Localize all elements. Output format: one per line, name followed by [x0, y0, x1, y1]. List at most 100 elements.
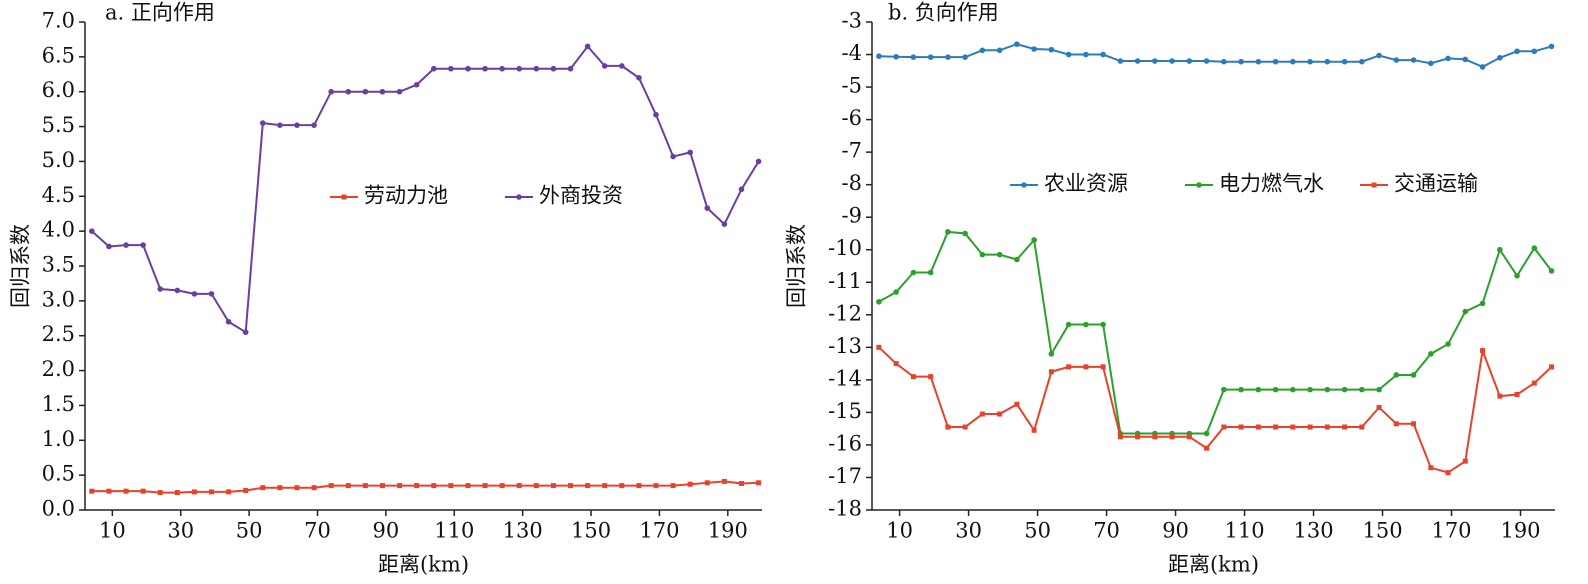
data-point	[328, 483, 334, 489]
data-point	[1341, 386, 1348, 393]
data-point	[1048, 46, 1055, 53]
y-axis-label: 回归系数	[9, 224, 33, 308]
legend-marker	[341, 194, 347, 200]
legend-label: 农业资源	[1044, 172, 1128, 196]
data-point	[1065, 321, 1072, 328]
data-point	[1531, 245, 1538, 251]
y-tick-label: 5.0	[42, 148, 75, 172]
data-point	[1359, 58, 1365, 65]
data-point	[482, 483, 488, 489]
data-point	[1221, 386, 1227, 393]
legend-label: 交通运输	[1394, 172, 1478, 196]
x-tick-label: 150	[1362, 519, 1402, 543]
data-point	[567, 65, 574, 72]
data-point	[602, 483, 608, 489]
data-point	[1307, 58, 1313, 65]
data-point	[1186, 434, 1192, 440]
x-tick-label: 90	[373, 519, 400, 543]
data-point	[1514, 272, 1520, 279]
chart-title: a. 正向作用	[105, 1, 215, 25]
data-point	[311, 122, 317, 128]
data-point	[345, 88, 352, 95]
data-point	[1514, 48, 1520, 55]
y-tick-label: -3	[842, 9, 862, 33]
data-point	[910, 54, 917, 60]
data-point	[550, 65, 557, 72]
data-point	[1169, 58, 1175, 64]
data-point	[1048, 369, 1054, 375]
data-point	[1290, 424, 1296, 430]
data-point	[294, 122, 300, 128]
data-point	[1462, 56, 1469, 63]
legend-label: 外商投资	[539, 184, 623, 208]
data-point	[277, 122, 283, 128]
data-point	[893, 361, 899, 367]
axis-line	[84, 22, 762, 511]
data-point	[1393, 372, 1400, 378]
y-tick-label: 0.5	[42, 462, 75, 486]
data-point	[910, 374, 916, 380]
data-point	[1273, 424, 1279, 430]
data-point	[1410, 372, 1417, 378]
y-tick-label: -6	[842, 106, 862, 130]
data-point	[259, 120, 266, 126]
data-point	[1548, 43, 1555, 50]
data-point	[1100, 51, 1106, 58]
data-point	[1376, 52, 1382, 59]
y-tick-label: -8	[842, 171, 862, 195]
data-point	[1428, 465, 1434, 471]
data-point	[191, 489, 197, 495]
data-point	[1272, 58, 1279, 65]
x-tick-label: 110	[1224, 519, 1264, 543]
data-point	[345, 483, 351, 489]
data-point	[601, 63, 608, 69]
data-point	[1152, 434, 1158, 440]
y-tick-label: 7.0	[42, 9, 75, 33]
x-tick-label: 110	[434, 519, 474, 543]
data-point	[653, 111, 659, 118]
data-point	[1428, 60, 1434, 67]
data-point	[174, 287, 181, 294]
legend-marker	[1371, 182, 1377, 188]
data-point	[619, 63, 625, 69]
data-point	[1479, 300, 1486, 307]
y-tick-label: 6.5	[42, 43, 75, 67]
data-point	[414, 483, 420, 489]
y-tick-label: 1.0	[42, 427, 75, 451]
legend-marker	[1021, 182, 1027, 188]
x-tick-label: 50	[236, 519, 263, 543]
data-point	[1031, 46, 1037, 52]
data-point	[533, 483, 539, 489]
data-point	[721, 221, 728, 227]
data-point	[1341, 58, 1348, 65]
data-point	[619, 483, 625, 489]
data-point	[1376, 405, 1382, 411]
y-tick-label: -11	[828, 269, 862, 293]
data-point	[945, 229, 951, 235]
data-point	[430, 65, 437, 72]
y-tick-label: 2.0	[42, 357, 75, 381]
data-point	[260, 485, 266, 491]
data-point	[704, 205, 711, 211]
data-point	[1359, 386, 1365, 393]
y-tick-label: 6.0	[42, 78, 75, 102]
data-point	[89, 488, 95, 494]
data-point	[670, 153, 676, 160]
data-point	[191, 291, 198, 297]
y-tick-label: -12	[828, 301, 862, 325]
data-point	[1238, 58, 1244, 65]
data-point	[1048, 351, 1055, 357]
data-point	[1290, 386, 1296, 393]
data-point	[209, 489, 215, 495]
data-point	[1342, 424, 1348, 430]
series-line	[878, 346, 1553, 474]
series-line	[91, 44, 760, 334]
y-axis-label: 回归系数	[785, 224, 809, 308]
data-point	[1376, 386, 1382, 393]
data-point	[516, 65, 523, 72]
data-point	[1255, 386, 1262, 393]
data-point	[653, 483, 659, 489]
x-tick-label: 90	[1162, 519, 1189, 543]
data-point	[979, 411, 985, 417]
